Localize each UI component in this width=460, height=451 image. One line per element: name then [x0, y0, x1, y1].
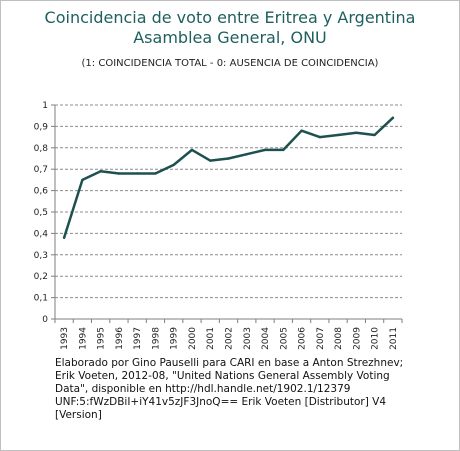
- data-point: [190, 148, 194, 152]
- chart-subtitle: (1: COINCIDENCIA TOTAL - 0: AUSENCIA DE …: [81, 58, 379, 69]
- x-tick-label: 1999: [170, 327, 180, 350]
- source-line: Data", disponible en http://hdl.handle.n…: [55, 383, 351, 395]
- y-tick-label: 0,7: [34, 165, 48, 175]
- data-point: [135, 172, 139, 175]
- gridlines: [55, 104, 402, 299]
- x-tick-label: 2004: [261, 327, 271, 350]
- y-tick-label: 0,9: [34, 122, 49, 132]
- y-tick-label: 0,6: [34, 187, 49, 197]
- source-line: [Version]: [55, 409, 102, 421]
- data-point: [391, 116, 395, 120]
- chart-title: Coincidencia de voto entre Eritrea y Arg…: [0, 8, 460, 48]
- data-point: [318, 135, 322, 139]
- y-tick-label: 0,3: [34, 251, 48, 261]
- source-line: Erik Voeten, 2012-08, "United Nations Ge…: [55, 370, 390, 382]
- x-tick-label: 2001: [206, 327, 216, 350]
- data-point: [154, 172, 157, 175]
- y-tick-label: 0,2: [34, 272, 48, 282]
- source-note: Elaborado por Gino Pauselli para CARI en…: [55, 357, 445, 422]
- x-tick-label: 2003: [243, 327, 253, 350]
- title-line-2: Asamblea General, ONU: [133, 28, 327, 47]
- data-point: [245, 153, 248, 156]
- data-point: [172, 163, 175, 167]
- x-tick-label: 2006: [298, 327, 308, 350]
- data-point: [373, 133, 376, 137]
- data-point: [99, 170, 102, 173]
- data-point: [355, 131, 358, 135]
- x-tick-label: 2011: [389, 327, 399, 350]
- data-point: [117, 172, 121, 175]
- x-tick-label: 1994: [78, 327, 88, 350]
- axes: [51, 104, 403, 323]
- source-line: Elaborado por Gino Pauselli para CARI en…: [55, 357, 404, 369]
- data-point: [62, 236, 66, 239]
- x-axis-ticks: 1993 1994 1995 1996 1997 1998 1999 2000 2001 2002…: [60, 327, 399, 350]
- y-tick-label: 1: [42, 101, 48, 111]
- y-tick-label: 0: [42, 315, 48, 325]
- x-tick-label: 1996: [115, 327, 125, 350]
- x-tick-label: 1995: [97, 327, 107, 350]
- source-line: UNF:5:fWzDBiI+iY41v5zJF3JnoQ== Erik Voet…: [55, 396, 387, 408]
- y-tick-label: 0,4: [34, 229, 49, 239]
- x-tick-label: 2008: [334, 327, 344, 350]
- data-point: [227, 157, 230, 160]
- y-axis-ticks: 0 0,1 0,2 0,3 0,4 0,5 0,6 0,7 0,8 0,9 1: [34, 101, 49, 325]
- series-eritrea-argentina: [62, 116, 395, 239]
- x-tick-label: 2010: [371, 327, 381, 350]
- y-tick-label: 0,5: [34, 208, 48, 218]
- x-tick-label: 1993: [60, 327, 70, 350]
- y-tick-label: 0,8: [34, 144, 49, 154]
- x-tick-label: 2007: [316, 327, 326, 350]
- data-point: [336, 133, 340, 137]
- y-tick-label: 0,1: [34, 294, 48, 304]
- x-tick-label: 2009: [352, 327, 362, 350]
- series-line: [62, 116, 395, 239]
- x-tick-label: 2002: [225, 327, 235, 350]
- data-point: [282, 148, 285, 152]
- title-line-1: Coincidencia de voto entre Eritrea y Arg…: [44, 8, 416, 27]
- x-tick-label: 2005: [279, 327, 289, 350]
- data-point: [300, 129, 303, 132]
- x-tick-label: 1998: [151, 327, 161, 350]
- data-point: [81, 178, 84, 182]
- data-point: [263, 148, 267, 152]
- x-tick-label: 2000: [188, 327, 198, 350]
- data-point: [209, 159, 212, 162]
- x-tick-label: 1997: [133, 327, 143, 350]
